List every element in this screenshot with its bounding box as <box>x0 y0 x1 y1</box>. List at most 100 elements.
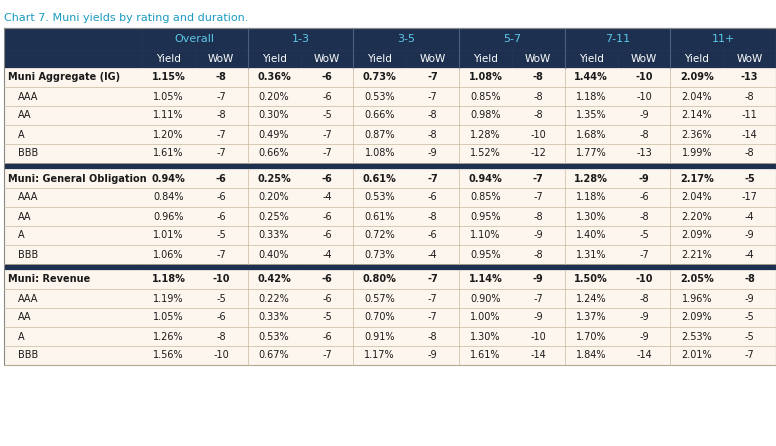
Bar <box>459 106 512 125</box>
Text: Overall: Overall <box>175 34 215 44</box>
Bar <box>142 188 195 207</box>
Bar <box>248 144 300 163</box>
Text: -9: -9 <box>639 173 650 183</box>
Text: -8: -8 <box>533 211 543 222</box>
Bar <box>565 245 618 264</box>
Text: AAA: AAA <box>18 91 38 102</box>
Bar <box>142 308 195 327</box>
Bar <box>248 50 300 68</box>
Text: -10: -10 <box>530 129 546 140</box>
Text: WoW: WoW <box>736 54 763 64</box>
Text: -6: -6 <box>322 91 331 102</box>
Bar <box>248 207 300 226</box>
Bar <box>4 308 142 327</box>
Bar <box>142 226 195 245</box>
Bar <box>300 346 353 365</box>
Bar <box>353 346 406 365</box>
Text: 0.42%: 0.42% <box>257 274 291 285</box>
Bar <box>670 144 723 163</box>
Bar <box>142 327 195 346</box>
Text: -9: -9 <box>639 313 649 322</box>
Text: -7: -7 <box>428 91 438 102</box>
Text: 2.14%: 2.14% <box>681 111 712 120</box>
Text: 1.44%: 1.44% <box>574 73 608 83</box>
Text: -14: -14 <box>742 129 757 140</box>
Bar <box>300 270 353 289</box>
Text: -6: -6 <box>217 193 226 202</box>
Text: -12: -12 <box>530 149 546 158</box>
Text: -6: -6 <box>321 173 332 183</box>
Text: 0.80%: 0.80% <box>363 274 397 285</box>
Bar <box>4 106 142 125</box>
Bar <box>4 125 142 144</box>
Text: BBB: BBB <box>18 351 38 360</box>
Bar <box>142 207 195 226</box>
Text: WoW: WoW <box>314 54 340 64</box>
Text: -8: -8 <box>428 331 438 342</box>
Bar <box>300 106 353 125</box>
Bar <box>459 346 512 365</box>
Text: 0.67%: 0.67% <box>258 351 289 360</box>
Bar <box>459 28 565 50</box>
Text: 1.96%: 1.96% <box>681 293 712 303</box>
Bar <box>406 106 459 125</box>
Bar <box>512 245 565 264</box>
Bar <box>670 270 723 289</box>
Bar <box>512 144 565 163</box>
Bar <box>512 125 565 144</box>
Text: 2.53%: 2.53% <box>681 331 712 342</box>
Bar <box>353 245 406 264</box>
Bar <box>565 226 618 245</box>
Bar <box>459 169 512 188</box>
Bar <box>406 144 459 163</box>
Bar <box>4 289 142 308</box>
Bar <box>195 169 248 188</box>
Bar <box>670 188 723 207</box>
Text: 1.56%: 1.56% <box>153 351 184 360</box>
Text: 3-5: 3-5 <box>397 34 415 44</box>
Text: Yield: Yield <box>367 54 392 64</box>
Text: 1.15%: 1.15% <box>151 73 185 83</box>
Bar <box>670 125 723 144</box>
Text: AA: AA <box>18 211 32 222</box>
Bar <box>565 50 618 68</box>
Text: -8: -8 <box>533 249 543 260</box>
Text: 1.61%: 1.61% <box>470 351 501 360</box>
Text: -6: -6 <box>321 274 332 285</box>
Bar <box>670 226 723 245</box>
Bar <box>4 68 142 87</box>
Text: 0.95%: 0.95% <box>470 211 501 222</box>
Bar <box>300 245 353 264</box>
Text: -5: -5 <box>745 313 754 322</box>
Text: -10: -10 <box>636 91 652 102</box>
Text: 1.06%: 1.06% <box>153 249 184 260</box>
Text: 1.68%: 1.68% <box>576 129 606 140</box>
Bar <box>618 144 670 163</box>
Bar <box>618 289 670 308</box>
Text: 1.05%: 1.05% <box>153 313 184 322</box>
Bar <box>618 327 670 346</box>
Text: -6: -6 <box>322 231 331 240</box>
Text: -7: -7 <box>428 173 438 183</box>
Bar <box>565 169 618 188</box>
Bar <box>406 87 459 106</box>
Text: -6: -6 <box>217 313 226 322</box>
Bar <box>723 169 776 188</box>
Bar <box>406 207 459 226</box>
Text: 2.17%: 2.17% <box>680 173 714 183</box>
Bar <box>300 207 353 226</box>
Text: -8: -8 <box>639 293 649 303</box>
Text: -7: -7 <box>533 293 543 303</box>
Bar <box>618 125 670 144</box>
Text: -4: -4 <box>428 249 438 260</box>
Bar <box>723 87 776 106</box>
Text: -9: -9 <box>428 149 438 158</box>
Bar <box>142 169 195 188</box>
Text: 0.36%: 0.36% <box>257 73 291 83</box>
Bar <box>723 289 776 308</box>
Text: -9: -9 <box>745 231 754 240</box>
Bar <box>195 68 248 87</box>
Text: 1.77%: 1.77% <box>576 149 607 158</box>
Text: 1.28%: 1.28% <box>470 129 501 140</box>
Bar <box>300 327 353 346</box>
